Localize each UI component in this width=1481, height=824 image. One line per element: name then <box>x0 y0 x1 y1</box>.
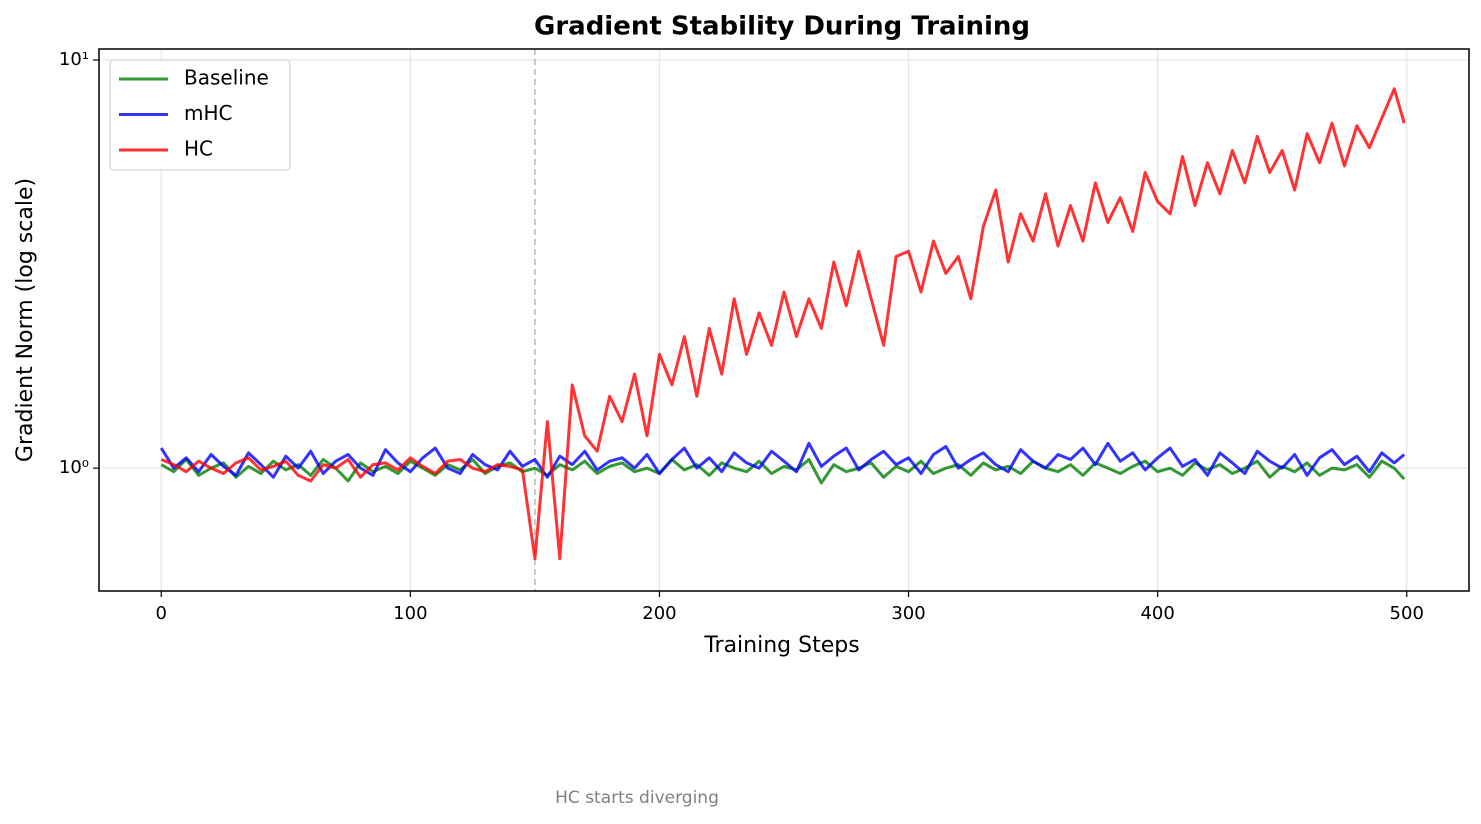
y-axis-label: Gradient Norm (log scale) <box>13 178 38 462</box>
legend-label: mHC <box>184 101 233 125</box>
y-tick-label: 10¹ <box>59 49 89 70</box>
x-tick-label: 300 <box>891 603 925 624</box>
x-tick-label: 0 <box>156 603 167 624</box>
series-line <box>160 87 1406 561</box>
series-line <box>159 441 1406 479</box>
x-axis-label: Training Steps <box>703 633 859 658</box>
x-tick-label: 400 <box>1140 603 1174 624</box>
legend-label: HC <box>184 137 213 161</box>
plot-frame <box>98 48 1470 592</box>
x-tick-label: 100 <box>393 603 427 624</box>
legend-box <box>109 59 291 171</box>
legend-label: Baseline <box>184 66 269 90</box>
x-tick-label: 200 <box>642 603 676 624</box>
y-tick-label: 10⁰ <box>59 457 89 478</box>
x-tick-label: 500 <box>1390 603 1424 624</box>
chart-title: Gradient Stability During Training <box>534 12 1030 42</box>
annotation: HC starts diverging <box>555 788 719 808</box>
